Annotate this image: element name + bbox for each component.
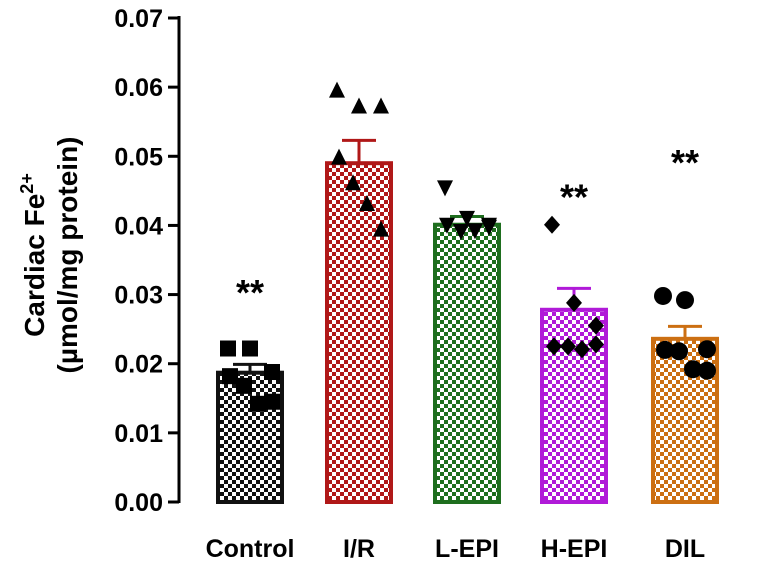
data-point [373,220,389,237]
y-axis-title: Cardiac Fe2+ (µmol/mg protein) [17,136,83,373]
x-category-label: L-EPI [435,535,499,563]
y-axis-title-line2: (µmol/mg protein) [52,136,83,373]
x-category-label: H-EPI [541,535,608,563]
data-point [439,217,455,234]
data-point [654,286,672,305]
data-point [544,215,560,234]
data-point [359,194,375,211]
y-tick-label: 0.01 [114,420,163,448]
y-axis-title-line1: Cardiac Fe2+ [17,173,50,337]
data-point [236,377,252,394]
significance-marker: ** [671,142,699,183]
data-point [222,368,238,385]
x-category-label: I/R [343,535,375,563]
y-tick-label: 0.07 [114,5,163,33]
data-point [264,364,280,381]
data-point [588,335,604,354]
x-category-label: Control [206,535,295,563]
data-point [264,393,280,410]
bar-i-r [325,161,393,504]
y-tick-label: 0.04 [114,212,163,240]
data-point [459,210,475,227]
data-point [329,81,345,98]
data-point [453,223,469,240]
data-point [588,316,604,335]
data-point [242,340,258,357]
data-point [345,174,361,191]
y-tick-label: 0.00 [114,489,163,517]
data-point [546,337,562,356]
data-point [560,337,576,356]
data-point [698,340,716,359]
data-point [566,293,582,312]
data-point [676,291,694,310]
data-point [351,97,367,114]
y-tick-label: 0.06 [114,74,163,102]
bar-l-epi [433,222,501,504]
y-tick-label: 0.02 [114,351,163,379]
data-point [467,223,483,240]
data-point [250,395,266,412]
y-tick-label: 0.03 [114,282,163,310]
data-point [220,340,236,357]
data-point [373,97,389,114]
data-point [684,360,702,379]
significance-marker: ** [560,177,588,218]
data-point [437,180,453,197]
data-point [656,340,674,359]
significance-marker: ** [236,272,264,313]
data-point [670,342,688,361]
data-point [331,148,347,165]
x-category-label: DIL [665,535,705,563]
data-point [698,361,716,380]
data-point [574,340,590,359]
y-tick-label: 0.05 [114,143,163,171]
data-point [481,219,497,236]
